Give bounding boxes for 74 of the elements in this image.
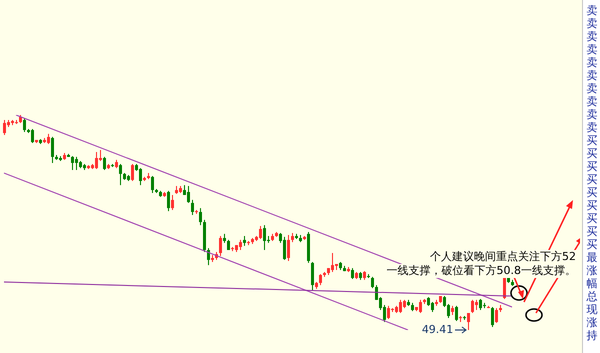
text: 总: [586, 290, 598, 303]
candlestick: [103, 156, 106, 171]
text: 买: [586, 212, 598, 225]
text: 买: [586, 225, 598, 238]
text: 买: [586, 238, 598, 251]
candlestick: [479, 298, 482, 311]
text: 幅: [586, 277, 598, 290]
candlestick: [331, 252, 334, 272]
candlestick: [139, 168, 142, 186]
candlestick: [171, 194, 174, 211]
text: 买: [586, 147, 598, 160]
candlestick: [475, 299, 478, 311]
annotation: 49.41: [422, 323, 454, 336]
candlestick: [243, 236, 246, 246]
candlestick: [51, 136, 54, 164]
candlestick: [471, 299, 474, 314]
candlestick: [187, 185, 190, 204]
text: 买: [586, 186, 598, 199]
candlestick: [491, 306, 494, 328]
candlestick: [371, 276, 374, 289]
candlestick: [467, 312, 470, 330]
candlestick: [399, 299, 402, 314]
candlestick: [451, 305, 454, 316]
candlestick: [199, 208, 202, 226]
text: 买: [586, 199, 598, 212]
text: 卖: [586, 82, 598, 95]
candlestick: [119, 164, 122, 186]
text: 买: [586, 160, 598, 173]
candlestick: [239, 239, 242, 251]
text: 卖: [586, 17, 598, 30]
candlestick: [3, 119, 6, 136]
candlestick: [31, 128, 34, 144]
candlestick: [455, 305, 458, 322]
candlestick: [223, 233, 226, 244]
candlestick: [151, 176, 154, 194]
text: 买: [586, 173, 598, 186]
text: 卖: [586, 56, 598, 69]
candlestick: [259, 225, 262, 240]
candlestick: [311, 262, 314, 291]
annotation: 一线支撑，破位看下方50.8一线支撑。: [386, 264, 576, 278]
candlestick: [75, 156, 78, 171]
text: 卖: [586, 30, 598, 43]
candlestick: [387, 305, 390, 320]
text: 卖: [586, 69, 598, 82]
candlestick: [131, 164, 134, 182]
candlestick: [419, 299, 422, 314]
candlestick: [351, 268, 354, 280]
text: 涨: [586, 316, 598, 329]
text: 最: [586, 251, 598, 264]
text: 持: [586, 329, 598, 342]
text: 卖: [586, 4, 598, 17]
annotation: 个人建议晚间重点关注下方52: [430, 250, 576, 264]
candlestick: [495, 308, 498, 324]
candlestick: [95, 151, 98, 170]
candlestick: [431, 302, 434, 312]
text: 卖: [586, 108, 598, 121]
candlestick: [263, 224, 266, 251]
text: 卖: [586, 43, 598, 56]
text: 卖: [586, 95, 598, 108]
candlestick: [47, 133, 50, 145]
text: 现: [586, 303, 598, 316]
candlestick: [207, 248, 210, 266]
candlestick: [23, 118, 26, 132]
candlestick: [191, 199, 194, 216]
candlestick: [291, 232, 294, 243]
text: 买: [586, 134, 598, 147]
candlestick: [71, 156, 74, 171]
candlestick: [319, 274, 322, 286]
candlestick: [283, 236, 286, 260]
text: 卖: [586, 121, 598, 134]
candlestick: [287, 234, 290, 262]
candlestick: [167, 190, 170, 212]
text: 涨: [586, 264, 598, 277]
candlestick: [219, 236, 222, 257]
